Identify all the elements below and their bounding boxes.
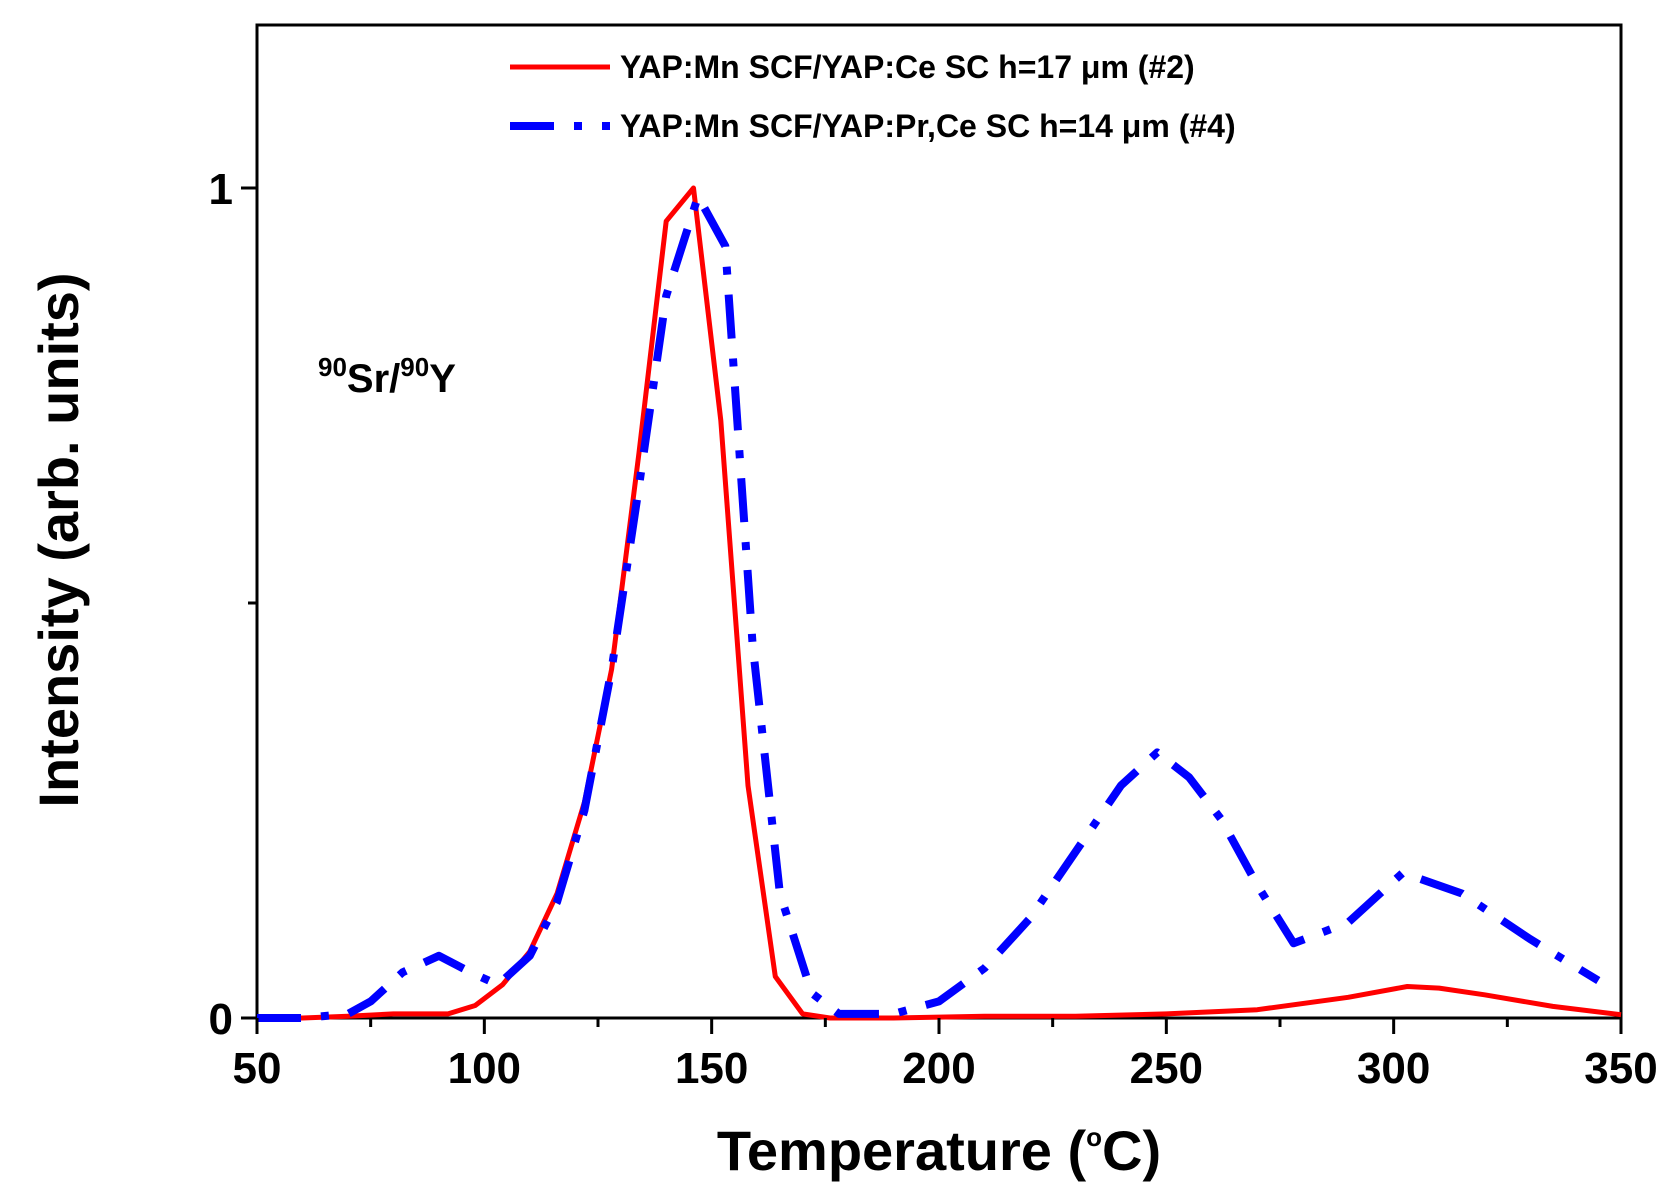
- annotation-sup-2: 90: [400, 352, 429, 382]
- x-tick-label: 300: [1357, 1044, 1430, 1093]
- x-tick-label: 150: [675, 1044, 748, 1093]
- x-tick-label: 100: [448, 1044, 521, 1093]
- y-axis-ticks: 01: [209, 165, 257, 1044]
- x-axis-unit-degree: o: [1086, 1122, 1102, 1152]
- annotation-text-1: Sr/: [347, 357, 400, 401]
- x-tick-label: 250: [1130, 1044, 1203, 1093]
- x-tick-label: 350: [1584, 1044, 1657, 1093]
- series-line-yap-mn-ce: [257, 185, 1622, 1021]
- x-tick-label: 200: [902, 1044, 975, 1093]
- series-line-yap-mn-pr-ce: [257, 192, 1601, 1022]
- legend: YAP:Mn SCF/YAP:Ce SC h=17 μm (#2) YAP:Mn…: [510, 49, 1236, 144]
- x-axis-ticks: 50 100 150 200 250 300 350: [233, 1018, 1658, 1093]
- x-axis-title-main: Temperature: [717, 1119, 1052, 1182]
- y-tick-label: 0: [209, 995, 233, 1044]
- annotation-sup-1: 90: [318, 352, 347, 382]
- x-tick-label: 50: [233, 1044, 282, 1093]
- series-layer: [257, 185, 1622, 1022]
- y-tick-label: 1: [209, 165, 233, 214]
- y-axis-title: Intensity (arb. units): [27, 272, 90, 807]
- plot-frame: [255, 23, 1623, 1020]
- source-annotation: 90Sr/90Y: [318, 352, 456, 401]
- legend-label-yap-mn-pr-ce: YAP:Mn SCF/YAP:Pr,Ce SC h=14 μm (#4): [620, 108, 1236, 144]
- legend-label-yap-mn-ce: YAP:Mn SCF/YAP:Ce SC h=17 μm (#2): [620, 49, 1195, 85]
- annotation-text-2: Y: [429, 357, 456, 401]
- x-axis-title: Temperature (oC): [717, 1119, 1161, 1182]
- x-axis-unit-c: C: [1102, 1119, 1142, 1182]
